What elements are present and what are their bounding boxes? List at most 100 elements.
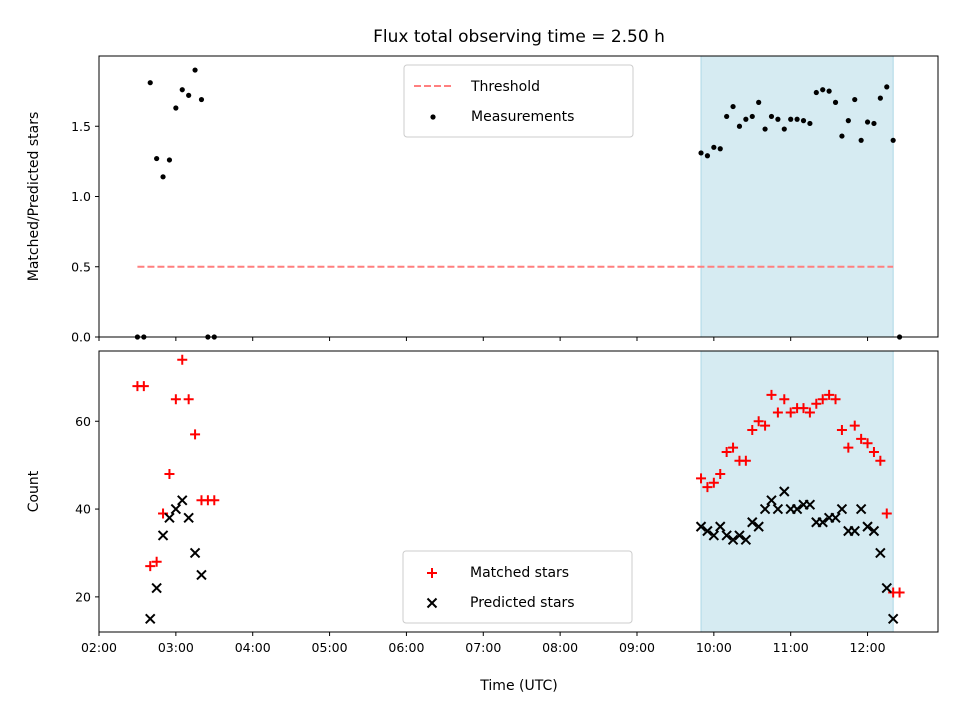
data-point — [868, 525, 880, 537]
data-point — [839, 133, 845, 139]
data-point — [798, 403, 809, 414]
data-point — [807, 120, 813, 127]
data-point — [894, 587, 905, 598]
data-point — [753, 416, 764, 427]
data-point — [775, 116, 781, 122]
data-point — [715, 521, 726, 532]
data-point — [151, 556, 162, 567]
data-point — [871, 120, 877, 127]
legend-swatch — [430, 114, 436, 120]
legend-box — [402, 550, 633, 624]
y-tick-label: 0.0 — [71, 330, 91, 345]
x-axis-title: Time (UTC) — [479, 678, 557, 694]
x-tick-label: 07:00 — [465, 640, 501, 655]
data-point — [708, 477, 719, 488]
data-point — [881, 582, 892, 594]
y-axis-title: Count — [26, 470, 42, 512]
data-point — [708, 530, 720, 541]
data-point — [788, 116, 794, 122]
data-point — [145, 613, 156, 625]
data-point — [791, 503, 803, 515]
data-point — [164, 512, 175, 524]
data-point — [743, 116, 749, 122]
data-point — [830, 394, 841, 405]
data-point — [849, 525, 860, 537]
data-point — [189, 547, 201, 559]
data-point — [781, 126, 787, 132]
legend-label: Threshold — [470, 79, 540, 95]
x-tick-label: 08:00 — [542, 640, 578, 655]
data-point — [715, 468, 726, 479]
data-point — [830, 512, 841, 524]
data-point — [740, 455, 751, 466]
data-point — [698, 150, 704, 156]
data-point — [704, 153, 711, 159]
data-point — [811, 398, 822, 409]
data-point — [147, 80, 153, 86]
data-point — [170, 394, 181, 405]
data-point — [762, 126, 768, 132]
data-point — [862, 438, 873, 449]
data-point — [817, 394, 828, 405]
data-point — [734, 530, 745, 541]
legend: Threshold Measurements — [403, 64, 634, 138]
legend-swatch — [427, 568, 437, 578]
data-point — [817, 517, 828, 528]
data-point — [160, 174, 166, 180]
data-point — [747, 517, 758, 528]
data-point — [724, 113, 730, 120]
data-point — [717, 146, 723, 152]
data-point — [779, 394, 790, 405]
series-matched-stars — [132, 354, 905, 598]
data-point — [158, 508, 169, 519]
legend-label: Matched stars — [470, 565, 569, 581]
data-point — [820, 87, 826, 93]
data-point — [849, 420, 860, 431]
data-point — [138, 381, 149, 392]
data-point — [890, 137, 896, 143]
y-tick-label: 1.0 — [71, 189, 91, 204]
series-predicted-stars — [145, 486, 899, 625]
data-point — [747, 425, 758, 436]
x-tick-label: 04:00 — [235, 640, 271, 655]
shaded-interval — [700, 350, 894, 633]
data-point — [836, 503, 848, 515]
data-point — [177, 495, 188, 506]
data-point — [768, 113, 775, 120]
bottom-panel: 20 40 60 02:00 03:00 04:00 05:00 06:00 07:00 08:0… — [26, 350, 939, 655]
data-point — [730, 103, 736, 110]
data-point — [794, 116, 800, 122]
data-point — [760, 420, 771, 431]
chart-title: Flux total observing time = 2.50 h — [373, 27, 665, 47]
data-point — [177, 354, 188, 365]
data-point — [170, 503, 182, 515]
data-point — [736, 123, 743, 129]
data-point — [845, 118, 851, 124]
data-point — [696, 473, 707, 484]
data-point — [727, 534, 739, 546]
data-point — [198, 96, 205, 103]
y-axis-title: Matched/Predicted stars — [26, 112, 42, 282]
data-point — [856, 433, 867, 444]
data-point — [766, 495, 777, 506]
data-point — [804, 499, 816, 510]
y-tick-label: 0.5 — [71, 259, 91, 274]
data-point — [145, 561, 156, 572]
x-tick-label: 05:00 — [312, 640, 348, 655]
data-point — [179, 87, 185, 93]
shaded-interval — [700, 55, 894, 338]
data-point — [832, 99, 839, 105]
series-measurements — [134, 67, 903, 340]
legend-label: Measurements — [471, 109, 574, 125]
data-point — [875, 455, 886, 466]
data-point — [151, 582, 162, 594]
x-tick-label: 09:00 — [619, 640, 655, 655]
data-point — [836, 425, 847, 436]
legend-label: Predicted stars — [470, 595, 575, 611]
data-point — [884, 84, 890, 90]
data-point — [186, 92, 192, 98]
data-point — [695, 521, 707, 532]
data-point — [192, 67, 198, 73]
data-point — [702, 525, 713, 537]
data-point — [711, 144, 717, 150]
